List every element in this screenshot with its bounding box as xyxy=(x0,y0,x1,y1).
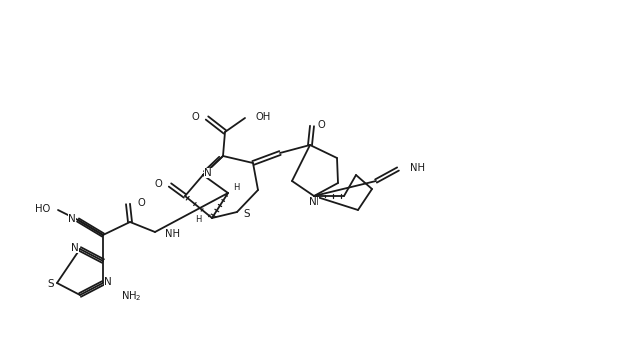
Text: O: O xyxy=(192,112,199,122)
Text: NH$_2$: NH$_2$ xyxy=(121,289,141,303)
Text: N: N xyxy=(311,197,319,207)
Text: O: O xyxy=(137,198,145,208)
Text: OH: OH xyxy=(255,112,270,122)
Text: S: S xyxy=(243,209,250,219)
Text: O: O xyxy=(154,179,162,189)
Text: N: N xyxy=(68,214,76,224)
Text: H: H xyxy=(195,216,202,224)
Text: O: O xyxy=(317,120,325,130)
Text: HO: HO xyxy=(35,204,50,214)
Text: H: H xyxy=(233,183,239,192)
Text: S: S xyxy=(48,279,54,289)
Text: N: N xyxy=(71,243,79,253)
Text: NH: NH xyxy=(165,229,180,239)
Text: N: N xyxy=(204,168,212,178)
Text: N: N xyxy=(104,277,112,287)
Text: NH: NH xyxy=(410,163,425,173)
Text: N: N xyxy=(309,197,317,207)
